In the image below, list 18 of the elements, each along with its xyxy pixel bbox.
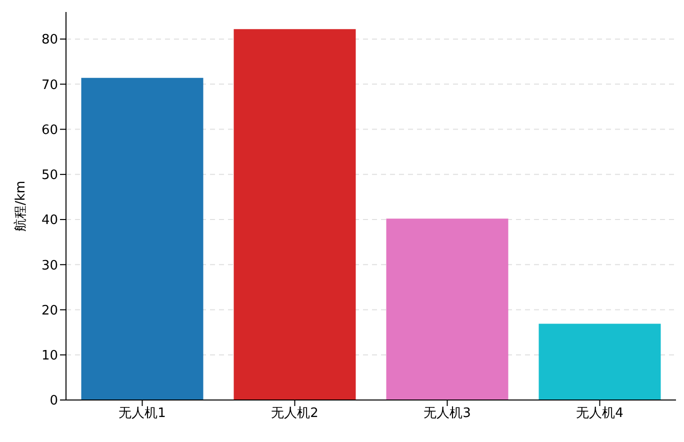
y-tick-label: 0: [50, 394, 58, 409]
y-axis-title: 航程/km: [14, 180, 29, 232]
y-tick-label: 60: [41, 122, 58, 138]
y-tick-label: 10: [41, 348, 58, 364]
bar: [386, 218, 508, 400]
x-tick-label: 无人机3: [424, 406, 471, 422]
bar: [538, 324, 661, 400]
y-tick-label: 20: [41, 303, 58, 318]
y-tick-label: 40: [41, 213, 58, 228]
y-tick-label: 80: [41, 32, 58, 48]
x-tick-label: 无人机2: [271, 406, 318, 422]
x-tick-label: 无人机4: [576, 406, 624, 422]
bar: [234, 29, 356, 400]
y-tick-label: 50: [41, 168, 58, 184]
bar: [81, 78, 204, 400]
x-tick-label: 无人机1: [118, 406, 166, 422]
y-tick-label: 30: [41, 258, 58, 274]
y-tick-label: 70: [41, 78, 58, 93]
